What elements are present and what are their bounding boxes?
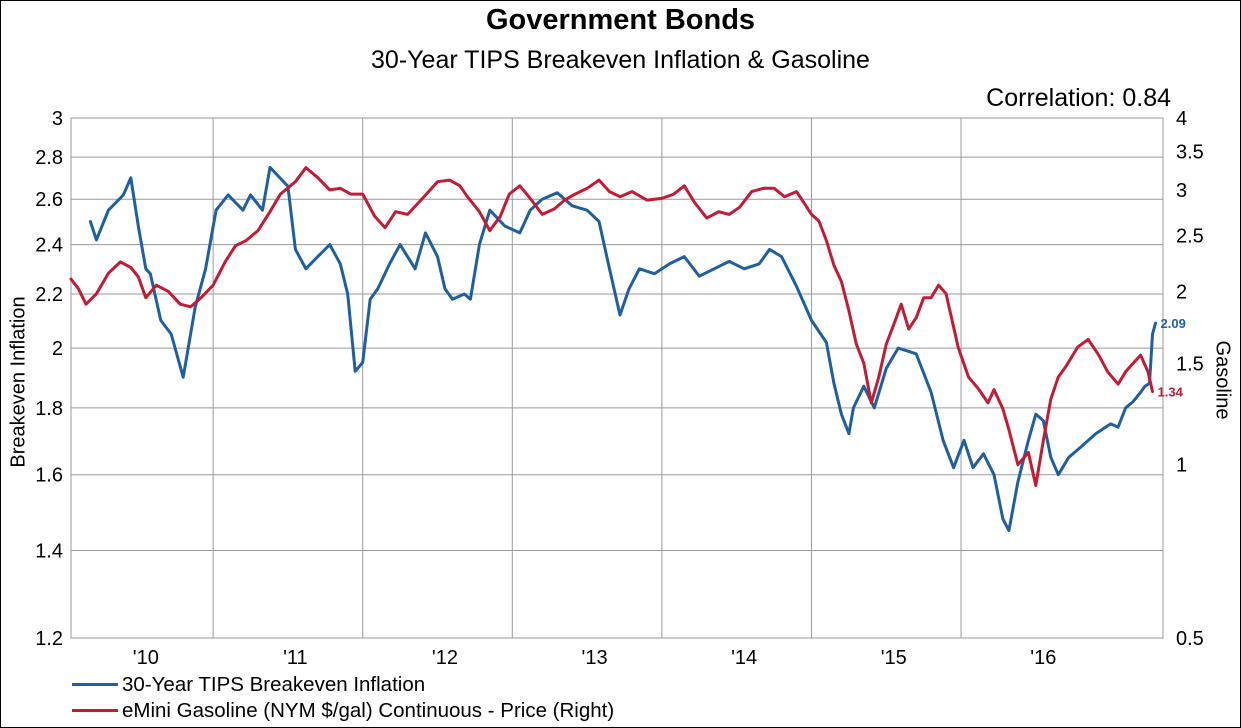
x-tick-label: '11 xyxy=(283,647,308,669)
chart-title: Government Bonds xyxy=(485,4,756,36)
series-line-gasoline xyxy=(69,166,1154,487)
x-tick-label: '13 xyxy=(582,647,608,669)
y-right-tick-label: 2 xyxy=(1176,281,1187,303)
plot-area-border xyxy=(70,117,1164,639)
y-right-tick-label: 4 xyxy=(1176,108,1187,130)
legend-swatch-tips xyxy=(72,683,118,687)
y-left-tick-label: 1.4 xyxy=(35,541,63,563)
end-label-tips: 2.09 xyxy=(1161,316,1186,331)
y-right-tick-label: 3.5 xyxy=(1176,141,1204,163)
y-left-tick-label: 1.6 xyxy=(35,465,63,487)
legend-swatch-gasoline xyxy=(72,709,118,713)
chart-subtitle: 30-Year TIPS Breakeven Inflation & Gasol… xyxy=(371,46,870,74)
y-left-tick-label: 1.2 xyxy=(35,628,63,650)
y-left-tick-label: 2.6 xyxy=(35,189,63,211)
y-right-tick-label: 1 xyxy=(1176,455,1187,477)
correlation-annotation: Correlation: 0.84 xyxy=(986,84,1171,112)
legend-label-tips: 30-Year TIPS Breakeven Inflation xyxy=(122,673,426,696)
x-tick-label: '12 xyxy=(432,647,458,669)
legend-item-tips: 30-Year TIPS Breakeven Inflation xyxy=(72,673,425,697)
legend-item-gasoline: eMini Gasoline (NYM $/gal) Continuous - … xyxy=(72,699,614,723)
end-label-gasoline: 1.34 xyxy=(1158,384,1184,399)
legend-label-gasoline: eMini Gasoline (NYM $/gal) Continuous - … xyxy=(122,699,615,722)
x-tick-label: '16 xyxy=(1030,647,1056,669)
y-right-tick-label: 2.5 xyxy=(1176,226,1204,248)
y-left-tick-label: 2 xyxy=(52,338,63,360)
x-tick-label: '15 xyxy=(881,647,907,669)
y-left-tick-label: 2.4 xyxy=(35,235,63,257)
y-right-tick-label: 0.5 xyxy=(1176,628,1204,650)
y-right-tick-label: 3 xyxy=(1176,180,1187,202)
x-tick-label: '14 xyxy=(731,647,757,669)
y-left-tick-label: 3 xyxy=(52,108,63,130)
x-tick-label: '10 xyxy=(133,647,159,669)
y-right-tick-label: 1.5 xyxy=(1176,353,1204,375)
y-left-tick-label: 2.8 xyxy=(35,147,63,169)
y-left-tick-label: 2.2 xyxy=(35,284,63,306)
y-left-tick-label: 1.8 xyxy=(35,398,63,420)
series-line-tips-breakeven xyxy=(88,165,1157,533)
